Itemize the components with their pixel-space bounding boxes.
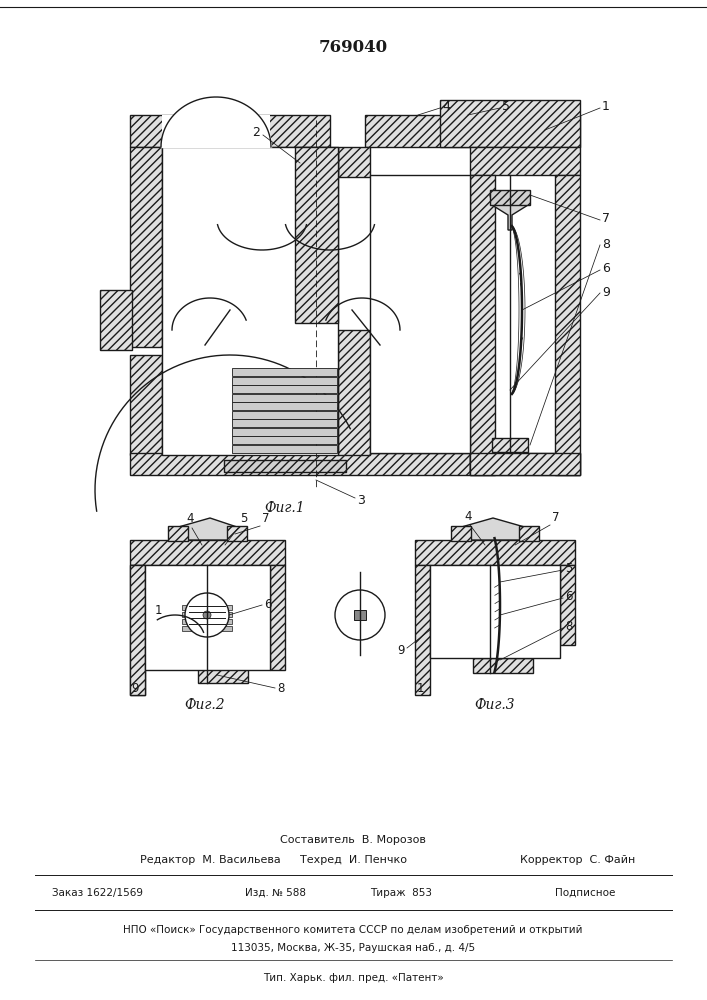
Bar [130,115,330,147]
Polygon shape [162,115,270,147]
Text: 5: 5 [240,512,247,525]
Text: 2: 2 [252,126,260,139]
Bar [470,175,495,475]
Text: 5: 5 [502,101,510,113]
Text: Техред  И. Пенчко: Техред И. Пенчко [300,855,407,865]
Bar [415,540,575,565]
Bar [130,565,145,695]
Text: Фиг.2: Фиг.2 [185,698,226,712]
Bar [365,115,580,147]
Text: Фиг.3: Фиг.3 [474,698,515,712]
Polygon shape [170,518,245,540]
Bar [100,290,132,350]
Text: 6: 6 [602,262,610,275]
Bar [145,565,270,670]
Text: Заказ 1622/1569: Заказ 1622/1569 [52,888,143,898]
Bar [227,526,247,541]
Text: 8: 8 [277,682,284,694]
Text: 4: 4 [442,101,450,113]
Bar [470,147,580,175]
Text: 3: 3 [357,493,365,506]
Bar [198,668,248,683]
Bar [130,355,162,455]
Bar [182,626,232,631]
Text: Тип. Харьк. фил. пред. «Патент»: Тип. Харьк. фил. пред. «Патент» [262,973,443,983]
Bar [415,565,430,695]
Text: 6: 6 [565,590,573,603]
Text: НПО «Поиск» Государственного комитета СССР по делам изобретений и открытий: НПО «Поиск» Государственного комитета СС… [123,925,583,935]
Bar [370,175,470,453]
Bar [232,402,337,410]
Bar [295,147,338,323]
Polygon shape [453,518,533,540]
Bar [232,376,337,384]
Bar [555,175,580,475]
Bar [270,565,285,670]
Text: Тираж  853: Тираж 853 [370,888,432,898]
Bar [232,428,337,436]
Bar [560,565,575,645]
Bar [490,190,530,205]
Bar [338,147,370,177]
Bar [232,393,337,401]
Bar [451,526,471,541]
Text: 769040: 769040 [318,39,387,56]
Text: 4: 4 [464,510,472,523]
Bar [492,438,528,452]
Text: 1: 1 [416,682,423,694]
Text: 6: 6 [264,598,271,611]
Circle shape [335,590,385,640]
Bar [232,368,337,376]
Circle shape [203,611,211,619]
Text: 5: 5 [565,562,573,576]
Bar [470,453,580,475]
Text: 1: 1 [154,603,162,616]
Bar [224,460,346,472]
Bar [182,612,232,617]
Bar [430,565,560,658]
Text: 7: 7 [262,512,269,525]
Bar [168,526,188,541]
Polygon shape [490,195,530,230]
Bar [130,565,145,695]
Text: Редактор  М. Васильева: Редактор М. Васильева [140,855,281,865]
Bar [232,436,337,444]
Bar [232,410,337,418]
Text: 8: 8 [565,620,573,634]
Text: 9: 9 [602,286,610,298]
Text: Изд. № 588: Изд. № 588 [245,888,306,898]
Text: 9: 9 [397,644,405,656]
Bar [130,147,162,347]
Text: 4: 4 [186,512,194,525]
Bar [440,100,580,147]
Text: 7: 7 [552,511,559,524]
Bar [182,605,232,610]
Bar [470,453,580,475]
Text: Подписное: Подписное [555,888,615,898]
Text: 9: 9 [132,682,139,694]
Text: 8: 8 [602,237,610,250]
Bar [473,658,533,673]
Bar [354,610,366,620]
Bar [338,330,370,455]
Text: Корректор  С. Файн: Корректор С. Файн [520,855,636,865]
Text: Фиг.1: Фиг.1 [264,501,305,515]
Text: 1: 1 [602,101,610,113]
Bar [232,444,337,452]
Bar [519,526,539,541]
Bar [182,619,232,624]
Bar [232,385,337,393]
Bar [162,147,338,455]
Circle shape [185,593,229,637]
Bar [130,540,285,565]
Text: 113035, Москва, Ж-35, Раушская наб., д. 4/5: 113035, Москва, Ж-35, Раушская наб., д. … [231,943,475,953]
Bar [130,453,470,475]
Bar [232,419,337,427]
Text: Составитель  В. Морозов: Составитель В. Морозов [280,835,426,845]
Text: 7: 7 [602,213,610,226]
